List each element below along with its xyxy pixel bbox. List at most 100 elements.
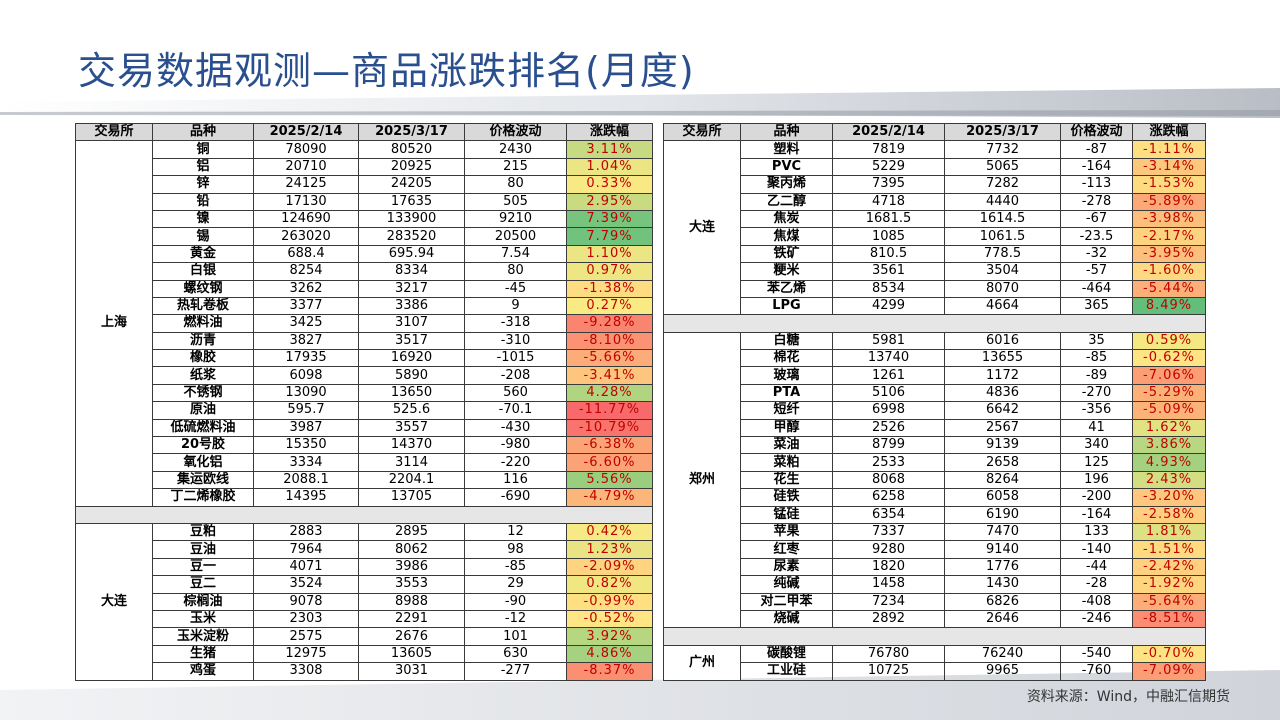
value: 263020 (253, 227, 359, 246)
commodity: 塑料 (740, 140, 833, 159)
value: -12 (464, 609, 567, 629)
change-pct: 1.81% (1132, 522, 1206, 542)
change-pct: 0.27% (566, 296, 653, 316)
value: 525.6 (358, 401, 465, 420)
value: 6016 (944, 331, 1061, 351)
value: 1172 (944, 366, 1061, 385)
value: 2575 (253, 627, 359, 646)
commodity: 镍 (152, 209, 254, 229)
value: 215 (464, 157, 567, 177)
table-row: 红枣 9280 9140 -140 -1.51% (664, 540, 1206, 559)
value: 20710 (253, 157, 359, 177)
value: 7282 (944, 175, 1061, 194)
table-row: 20号胶 15350 14370 -980 -6.38% (76, 436, 653, 455)
value: 2088.1 (253, 470, 359, 490)
commodity: 硅铁 (740, 488, 833, 507)
change-pct: -1.60% (1132, 262, 1206, 281)
header-row: 交易所 品种 2025/2/14 2025/3/17 价格波动 涨跌幅 (75, 122, 653, 142)
table-row: 鸡蛋 3308 3031 -277 -8.37% (76, 662, 653, 681)
change-pct: -5.29% (1132, 383, 1206, 403)
commodity: 燃料油 (152, 314, 254, 333)
value: 3107 (358, 314, 465, 333)
change-pct: 4.28% (566, 383, 653, 403)
value: 2567 (944, 418, 1061, 438)
change-pct: 1.04% (566, 157, 653, 177)
commodity: 原油 (152, 401, 254, 420)
change-pct: -0.62% (1132, 349, 1206, 368)
commodity: 鸡蛋 (152, 662, 254, 681)
exchange: 上海 (75, 140, 153, 507)
commodity: LPG (740, 296, 833, 316)
commodity: 玉米 (152, 609, 254, 629)
value: -90 (464, 592, 567, 611)
table-row: 锡 263020 283520 20500 7.79% (76, 227, 653, 246)
value: 5890 (358, 366, 465, 385)
value: 5106 (832, 383, 945, 403)
exchange: 郑州 (663, 331, 741, 629)
value: 124690 (253, 209, 359, 229)
value: 560 (464, 383, 567, 403)
table-row: 焦炭 1681.5 1614.5 -67 -3.98% (664, 209, 1206, 229)
commodity: PVC (740, 157, 833, 177)
table-row: 广州 碳酸锂 76780 76240 -540 -0.70% (663, 644, 1206, 681)
value: 2291 (358, 609, 465, 629)
column-header: 2025/3/17 (944, 122, 1061, 142)
table-row: 纸浆 6098 5890 -208 -3.41% (76, 366, 653, 385)
table-row: 棉花 13740 13655 -85 -0.62% (664, 349, 1206, 368)
commodity: 锌 (152, 175, 254, 194)
value: 8799 (832, 436, 945, 455)
table-row: 工业硅 10725 9965 -760 -7.09% (664, 662, 1206, 681)
value: 595.7 (253, 401, 359, 420)
commodity: 玻璃 (740, 366, 833, 385)
table-row: 菜油 8799 9139 340 3.86% (664, 436, 1206, 455)
value: 4718 (832, 192, 945, 211)
value: -220 (464, 453, 567, 472)
table-row: 燃料油 3425 3107 -318 -9.28% (76, 314, 653, 333)
table-row: 粳米 3561 3504 -57 -1.60% (664, 262, 1206, 281)
change-pct: -4.79% (566, 488, 653, 507)
value: -28 (1060, 575, 1133, 594)
table-row: 豆一 4071 3986 -85 -2.09% (76, 557, 653, 577)
change-pct: -0.52% (566, 609, 653, 629)
value: 80 (464, 175, 567, 194)
change-pct: -2.42% (1132, 557, 1206, 577)
value: 3827 (253, 331, 359, 351)
commodity: 聚丙烯 (740, 175, 833, 194)
table-row: 甲醇 2526 2567 41 1.62% (664, 418, 1206, 438)
change-pct: -11.77% (566, 401, 653, 420)
separator (663, 314, 1206, 333)
value: -164 (1060, 505, 1133, 524)
commodity: 粳米 (740, 262, 833, 281)
commodity: 锰硅 (740, 505, 833, 524)
change-pct: -6.38% (566, 436, 653, 455)
commodity: 菜粕 (740, 453, 833, 472)
table-row: 铝 20710 20925 215 1.04% (76, 157, 653, 177)
change-pct: -6.60% (566, 453, 653, 472)
change-pct: -0.70% (1132, 644, 1206, 664)
column-header: 2025/2/14 (832, 122, 945, 142)
value: 8254 (253, 262, 359, 281)
value: 2430 (464, 140, 567, 159)
table-row: 上海铜 78090 80520 2430 3.11% (75, 140, 653, 507)
value: -430 (464, 418, 567, 438)
value: -113 (1060, 175, 1133, 194)
value: 2883 (253, 522, 359, 542)
column-header: 价格波动 (1060, 122, 1133, 142)
commodity: 苯乙烯 (740, 279, 833, 298)
change-pct: -0.99% (566, 592, 653, 611)
value: 3504 (944, 262, 1061, 281)
value: 3524 (253, 575, 359, 594)
value: 8068 (832, 470, 945, 490)
commodity: PTA (740, 383, 833, 403)
commodity: 铅 (152, 192, 254, 211)
change-pct: -3.95% (1132, 244, 1206, 264)
change-pct: 2.43% (1132, 470, 1206, 490)
value: -270 (1060, 383, 1133, 403)
value: 9078 (253, 592, 359, 611)
separator-row (663, 314, 1206, 333)
commodity: 碳酸锂 (740, 644, 833, 664)
value: 8070 (944, 279, 1061, 298)
exchange: 大连 (75, 522, 153, 681)
value: 41 (1060, 418, 1133, 438)
table-row: 纯碱 1458 1430 -28 -1.92% (664, 575, 1206, 594)
